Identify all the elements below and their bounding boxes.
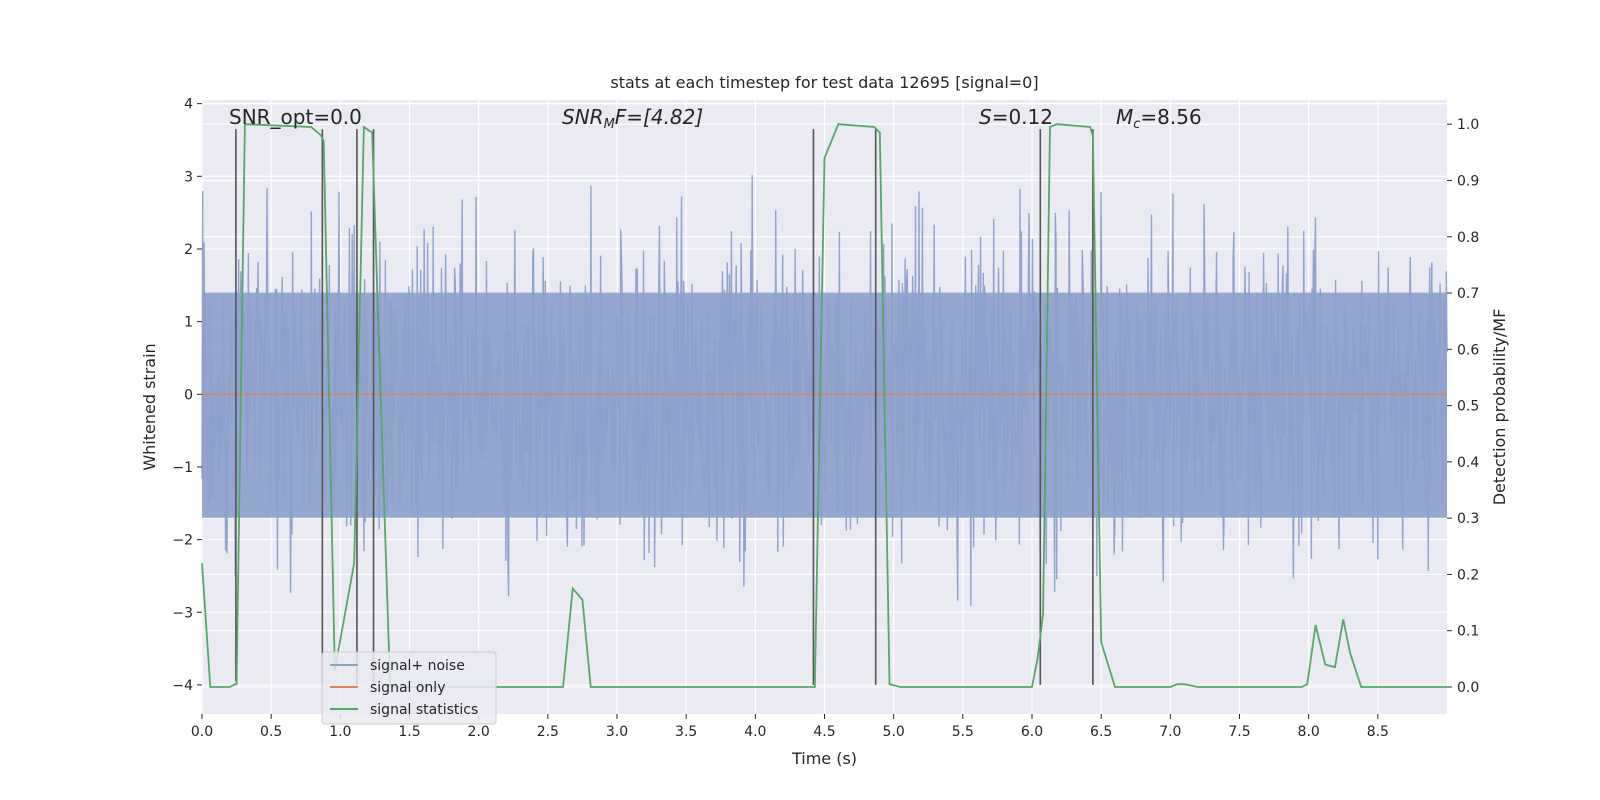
annotation-snr-opt: SNR_opt=0.0 xyxy=(229,105,362,129)
annotation-mc: Mc=8.56 xyxy=(1116,105,1202,132)
y2-tick-label: 0.8 xyxy=(1457,230,1479,246)
x-tick-label: 5.5 xyxy=(952,724,974,740)
mc-symbol: M xyxy=(1116,105,1133,129)
y2-tick-label: 0.1 xyxy=(1457,624,1479,640)
x-tick-label: 7.0 xyxy=(1159,724,1181,740)
x-tick-label: 3.0 xyxy=(606,724,628,740)
y-tick-label: 3 xyxy=(184,169,193,185)
x-tick-label: 4.5 xyxy=(813,724,835,740)
mc-value: =8.56 xyxy=(1140,105,1201,129)
x-tick-label: 3.5 xyxy=(675,724,697,740)
x-axis-label: Time (s) xyxy=(791,749,857,768)
legend-box xyxy=(321,651,497,725)
x-tick-label: 0.5 xyxy=(260,724,282,740)
y-tick-label: 4 xyxy=(184,97,193,113)
y2-tick-label: 0.5 xyxy=(1457,399,1479,415)
x-tick-label: 1.0 xyxy=(329,724,351,740)
y2-tick-label: 0.7 xyxy=(1457,286,1479,302)
x-tick-label: 8.5 xyxy=(1367,724,1389,740)
legend: signal+ noise signal only signal statist… xyxy=(321,651,497,725)
y-axis-label: Whitened strain xyxy=(140,343,159,470)
y-tick-label: 0 xyxy=(184,387,193,403)
x-tick-label: 2.0 xyxy=(468,724,490,740)
event-markers xyxy=(235,129,1094,685)
y2-tick-label: 0.9 xyxy=(1457,173,1479,189)
snr-mf-value: F=[4.82] xyxy=(615,105,703,129)
signal-statistics-series xyxy=(201,123,1447,688)
x-tick-label: 5.0 xyxy=(883,724,905,740)
mc-subscript: c xyxy=(1133,117,1140,132)
y2-tick-label: 0.0 xyxy=(1457,680,1479,696)
y-tick-label: −3 xyxy=(172,605,193,621)
y-tick-label: −4 xyxy=(172,678,193,694)
statistics-line xyxy=(201,123,1447,688)
s-value: =0.12 xyxy=(992,105,1053,129)
chart-title: stats at each timestep for test data 126… xyxy=(610,73,1038,92)
y2-tick-label: 0.3 xyxy=(1457,511,1479,527)
y2-tick-label: 0.2 xyxy=(1457,567,1479,583)
y2-tick-label: 0.6 xyxy=(1457,342,1479,358)
legend-label-noise: signal+ noise xyxy=(370,658,465,674)
annotation-snr-mf: SNRMF=[4.82] xyxy=(562,105,703,132)
legend-label-statistics: signal statistics xyxy=(370,702,478,718)
x-tick-label: 0.0 xyxy=(191,724,213,740)
x-tick-label: 8.0 xyxy=(1298,724,1320,740)
axis-ticks: 0.0 0.5 1.0 1.5 2.0 2.5 3.0 3.5 4.0 4.5 5.0 5.5 6.0 6… xyxy=(172,97,1479,740)
x-tick-label: 4.0 xyxy=(744,724,766,740)
snr-mf-symbol: SNR xyxy=(562,105,604,129)
y-tick-label: 2 xyxy=(184,242,193,258)
s-symbol: S xyxy=(979,105,992,129)
y-tick-label: −1 xyxy=(172,460,193,476)
signal-noise-series xyxy=(201,175,1448,606)
y-tick-label: 1 xyxy=(184,315,193,331)
noise-line xyxy=(201,175,1448,606)
x-tick-label: 6.0 xyxy=(1021,724,1043,740)
x-tick-label: 7.5 xyxy=(1228,724,1250,740)
x-tick-label: 6.5 xyxy=(1090,724,1112,740)
legend-label-signal-only: signal only xyxy=(370,680,445,696)
annotation-s: S=0.12 xyxy=(979,105,1053,129)
y2-axis-label: Detection probability/MF xyxy=(1490,309,1509,506)
y2-tick-label: 1.0 xyxy=(1457,117,1479,133)
x-tick-label: 2.5 xyxy=(537,724,559,740)
snr-mf-subscript: M xyxy=(604,117,615,132)
y-tick-label: −2 xyxy=(172,533,193,549)
y2-tick-label: 0.4 xyxy=(1457,455,1479,471)
x-tick-label: 1.5 xyxy=(398,724,420,740)
